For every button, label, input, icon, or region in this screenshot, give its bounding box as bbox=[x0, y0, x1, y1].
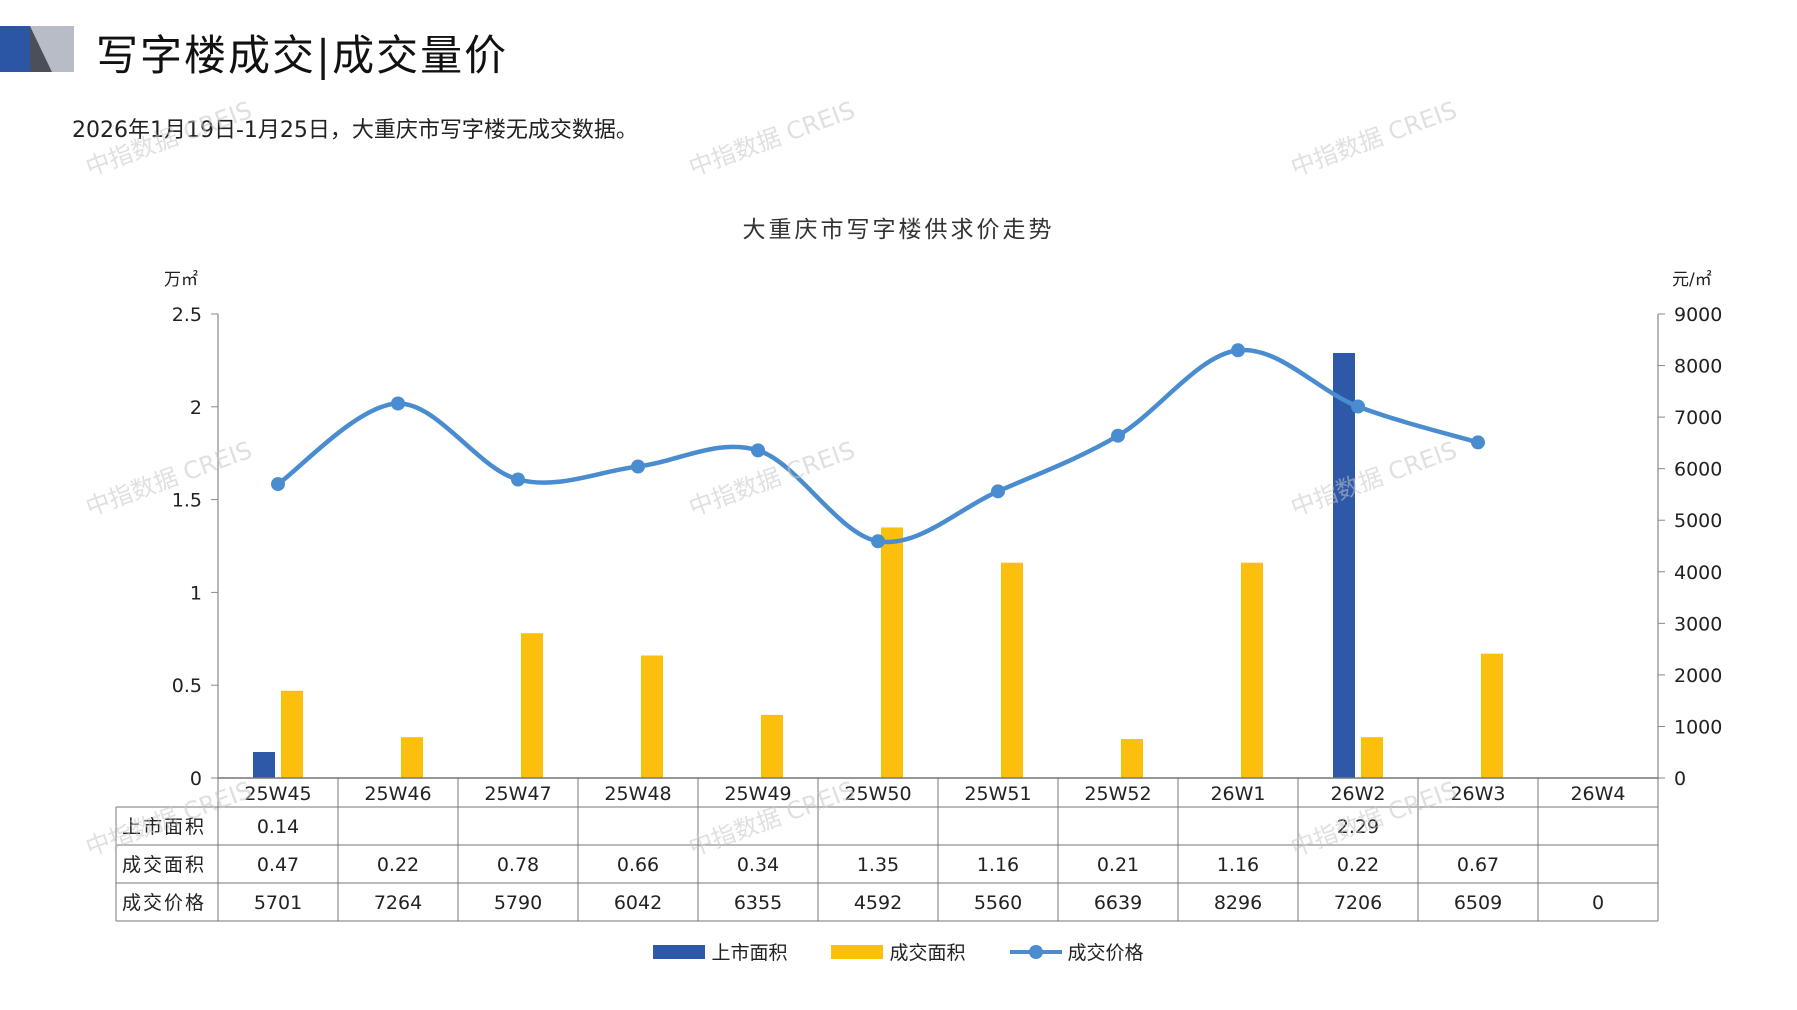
left-axis-tick-label: 1.5 bbox=[172, 490, 202, 512]
right-axis-tick-label: 3000 bbox=[1674, 613, 1722, 635]
legend-swatch-deal-price bbox=[1009, 944, 1062, 959]
data-label: 0.34 bbox=[737, 854, 779, 876]
data-label: 2.29 bbox=[1337, 816, 1379, 838]
bar-deal-area bbox=[1481, 653, 1503, 778]
x-axis-tick-label: 25W49 bbox=[724, 783, 791, 805]
x-axis-tick-label: 25W51 bbox=[964, 783, 1031, 805]
legend-item-deal-price: 成交价格 bbox=[1009, 938, 1144, 965]
x-axis-tick-label: 26W2 bbox=[1330, 783, 1385, 805]
legend-label-deal-price: 成交价格 bbox=[1067, 942, 1144, 964]
data-label: 0.21 bbox=[1097, 854, 1139, 876]
data-label: 6509 bbox=[1454, 892, 1502, 914]
data-label: 0 bbox=[1592, 892, 1604, 914]
table-row-header: 成交面积 bbox=[122, 854, 206, 876]
data-label: 5701 bbox=[254, 892, 302, 914]
right-axis-tick-label: 6000 bbox=[1674, 459, 1722, 481]
data-label: 5790 bbox=[494, 892, 542, 914]
right-axis-tick-label: 2000 bbox=[1674, 665, 1722, 687]
x-axis-tick-label: 25W46 bbox=[364, 783, 431, 805]
bar-deal-area bbox=[1121, 739, 1143, 778]
right-axis-tick-label: 9000 bbox=[1674, 304, 1722, 326]
table-row-header: 上市面积 bbox=[122, 816, 206, 838]
x-axis-tick-label: 26W1 bbox=[1210, 783, 1265, 805]
data-label: 6042 bbox=[614, 892, 662, 914]
table-row-header: 成交价格 bbox=[122, 892, 206, 914]
data-label: 1.35 bbox=[857, 854, 899, 876]
bar-deal-area bbox=[641, 655, 663, 778]
left-axis-tick-label: 0.5 bbox=[172, 675, 202, 697]
bar-listed-area bbox=[253, 752, 275, 778]
chart-legend: 上市面积 成交面积 成交价格 bbox=[0, 938, 1797, 965]
price-point bbox=[511, 472, 525, 487]
bar-deal-area bbox=[1001, 562, 1023, 778]
price-point bbox=[631, 459, 645, 474]
data-label: 0.22 bbox=[377, 854, 419, 876]
legend-swatch-listed-area bbox=[653, 944, 706, 959]
data-label: 6639 bbox=[1094, 892, 1142, 914]
price-point bbox=[1471, 435, 1485, 450]
legend-item-listed-area: 上市面积 bbox=[653, 938, 787, 965]
data-label: 0.22 bbox=[1337, 854, 1379, 876]
x-axis-tick-label: 25W48 bbox=[604, 783, 671, 805]
bar-deal-area bbox=[761, 714, 783, 778]
left-axis-tick-label: 2.5 bbox=[172, 304, 202, 326]
left-axis-tick-label: 0 bbox=[190, 768, 202, 790]
data-label: 7206 bbox=[1334, 892, 1382, 914]
right-axis-unit: 元/㎡ bbox=[1672, 270, 1712, 290]
data-label: 0.78 bbox=[497, 854, 539, 876]
price-point bbox=[991, 484, 1005, 499]
data-label: 1.16 bbox=[977, 854, 1019, 876]
bar-deal-area bbox=[401, 737, 423, 778]
data-label: 8296 bbox=[1214, 892, 1262, 914]
bar-deal-area bbox=[881, 527, 903, 778]
right-axis-tick-label: 4000 bbox=[1674, 562, 1722, 584]
price-point bbox=[871, 534, 885, 549]
price-point bbox=[391, 396, 405, 411]
data-label: 1.16 bbox=[1217, 854, 1259, 876]
price-point bbox=[1111, 428, 1125, 443]
price-point bbox=[271, 477, 285, 492]
x-axis-tick-label: 25W45 bbox=[244, 783, 311, 805]
price-point bbox=[1231, 343, 1245, 358]
x-axis-tick-label: 25W50 bbox=[844, 783, 911, 805]
price-point bbox=[1351, 399, 1365, 414]
bar-deal-area bbox=[1361, 737, 1383, 778]
data-label: 0.67 bbox=[1457, 854, 1499, 876]
right-axis-tick-label: 1000 bbox=[1674, 716, 1722, 738]
bar-deal-area bbox=[281, 690, 303, 778]
corner-logo-icon bbox=[0, 26, 74, 72]
right-axis-tick-label: 7000 bbox=[1674, 407, 1722, 429]
bar-deal-area bbox=[1241, 562, 1263, 778]
right-axis-tick-label: 5000 bbox=[1674, 510, 1722, 532]
page-title: 写字楼成交|成交量价 bbox=[96, 31, 509, 80]
data-label: 0.47 bbox=[257, 854, 299, 876]
legend-label-listed-area: 上市面积 bbox=[711, 942, 788, 964]
x-axis-tick-label: 25W52 bbox=[1084, 783, 1151, 805]
chart-title: 大重庆市写字楼供求价走势 bbox=[742, 217, 1055, 243]
left-axis-unit: 万㎡ bbox=[164, 270, 198, 290]
data-label: 5560 bbox=[974, 892, 1022, 914]
bar-deal-area bbox=[521, 633, 543, 778]
data-label: 6355 bbox=[734, 892, 782, 914]
legend-item-deal-area: 成交面积 bbox=[831, 938, 966, 965]
right-axis-tick-label: 8000 bbox=[1674, 356, 1722, 378]
left-axis-tick-label: 1 bbox=[190, 582, 202, 604]
data-label: 0.14 bbox=[257, 816, 299, 838]
left-axis-tick-label: 2 bbox=[190, 397, 202, 419]
legend-swatch-deal-area bbox=[831, 944, 884, 959]
page-subtitle: 2026年1月19日-1月25日，大重庆市写字楼无成交数据。 bbox=[72, 118, 638, 143]
price-point bbox=[751, 443, 765, 458]
x-axis-tick-label: 25W47 bbox=[484, 783, 551, 805]
right-axis-tick-label: 0 bbox=[1674, 768, 1686, 790]
legend-label-deal-area: 成交面积 bbox=[889, 942, 966, 964]
data-label: 7264 bbox=[374, 892, 422, 914]
x-axis-tick-label: 26W3 bbox=[1450, 783, 1505, 805]
x-axis-tick-label: 26W4 bbox=[1570, 783, 1625, 805]
data-label: 0.66 bbox=[617, 854, 659, 876]
bar-listed-area bbox=[1333, 352, 1355, 778]
price-line bbox=[275, 347, 1481, 545]
data-label: 4592 bbox=[854, 892, 902, 914]
